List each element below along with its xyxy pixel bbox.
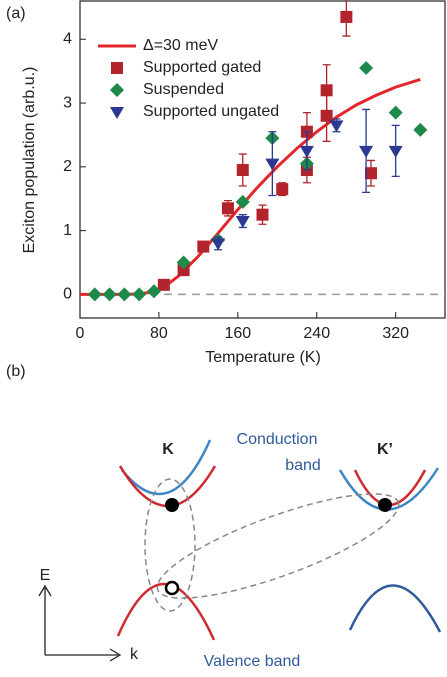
exciton-ellipse (144, 478, 196, 612)
exciton-ellipse (156, 493, 400, 599)
panel-label: (b) (6, 363, 26, 380)
data-point (146, 284, 161, 299)
data-point (359, 60, 374, 75)
x-tick-label: 0 (76, 325, 85, 342)
data-point (235, 194, 250, 209)
data-point (265, 158, 280, 171)
data-point (413, 122, 428, 137)
data-point (299, 145, 314, 158)
legend-label: Supported ungated (143, 103, 279, 120)
data-point (365, 167, 378, 180)
conduction-band (353, 469, 427, 507)
valley-label: K’ (377, 441, 393, 458)
data-point (388, 145, 403, 158)
y-tick-label: 2 (63, 158, 72, 175)
data-point (176, 255, 191, 270)
data-point (256, 208, 269, 221)
data-point (221, 202, 234, 215)
plot-area: 0 80 160 240 320 0 1 2 3 4 Δ=30 meV Supported gated… (63, 0, 445, 342)
data-point (340, 10, 353, 23)
data-point (87, 287, 102, 302)
valley-label: K (162, 441, 174, 458)
legend-label: Δ=30 meV (143, 37, 219, 54)
electron (165, 498, 179, 512)
x-tick-label: 160 (224, 325, 251, 342)
data-point (132, 287, 147, 302)
y-tick-label: 4 (63, 30, 72, 47)
data-point (117, 287, 132, 302)
x-tick-label: 240 (303, 325, 330, 342)
legend-swatch (110, 83, 124, 97)
band-diagram: (b) K K’ Conduction band Valence band E … (6, 363, 442, 670)
valence-band (116, 582, 216, 641)
conduction-band (121, 439, 212, 496)
x-axis-label: Temperature (K) (205, 349, 321, 366)
axes-arrows (38, 584, 122, 662)
panel-label: (a) (6, 5, 26, 22)
y-tick-label: 3 (63, 94, 72, 111)
x-tick-label: 80 (150, 325, 168, 342)
legend-swatch (110, 107, 124, 119)
axis-label: k (130, 646, 139, 663)
data-point (236, 164, 249, 177)
data-point (388, 105, 403, 120)
axis-label: E (40, 567, 51, 584)
band-label: Conduction (237, 431, 318, 448)
legend-label: Supported gated (143, 59, 261, 76)
data-point (102, 287, 117, 302)
data-point (157, 278, 170, 291)
data-point (320, 84, 333, 97)
y-tick-label: 0 (63, 286, 72, 303)
band-label: band (285, 457, 321, 474)
data-point (276, 183, 289, 196)
data-point (359, 145, 374, 158)
data-point (329, 120, 344, 133)
band-label: Valence band (204, 653, 301, 670)
y-tick-label: 1 (63, 222, 72, 239)
data-point (197, 240, 210, 253)
plot-frame (79, 0, 446, 319)
x-tick-label: 320 (382, 325, 409, 342)
hole (164, 580, 180, 596)
valence-band (348, 584, 442, 633)
data-point (235, 216, 250, 229)
y-axis-label: Exciton population (arb.u.) (21, 67, 38, 254)
data-point (177, 264, 190, 277)
legend-swatch (111, 62, 123, 74)
data-point (211, 238, 226, 251)
legend-label: Suspended (143, 81, 224, 98)
electron (378, 498, 392, 512)
